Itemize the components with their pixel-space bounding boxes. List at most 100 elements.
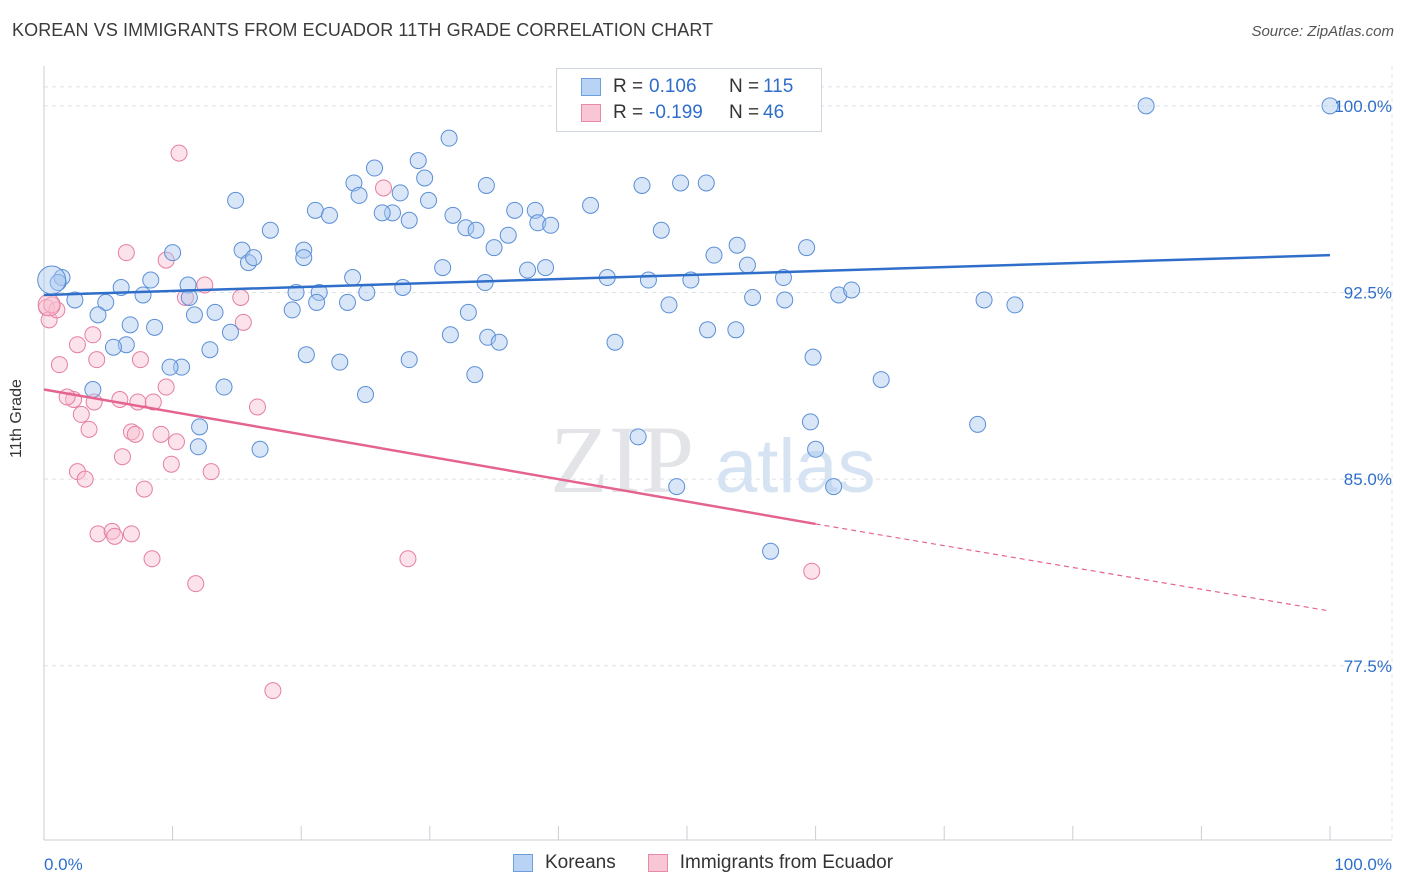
y-tick-label: 85.0% [1344,470,1392,489]
ecuador-point [50,356,68,374]
korean-point [331,353,349,371]
trend-lines [43,253,1331,612]
korean-point [774,269,792,287]
korean-point [49,274,67,292]
korean-point [639,271,657,289]
korean-point [441,326,459,344]
korean-point [969,415,987,433]
legend-item-koreans[interactable]: Koreans [512,852,616,874]
ecuador-point [234,313,252,331]
korean-point [400,211,418,229]
korean-point [457,219,475,237]
ecuador-point [113,448,131,466]
ecuador-point [232,288,250,306]
ecuador-point [126,425,144,443]
korean-point [668,478,686,496]
korean-point [283,301,301,319]
korean-point [295,249,313,267]
korean-point [146,318,164,336]
n-label: N = [729,76,760,97]
korean-point [206,303,224,321]
korean-point [843,281,861,299]
korean-point [420,191,438,209]
legend-item-ecuador[interactable]: Immigrants from Ecuador [647,852,894,874]
korean-point [830,286,848,304]
ecuador-point [803,562,821,580]
ecuador-point [248,398,266,416]
korean-point [526,201,544,219]
legend-row-koreans: R = 0.106 N = 115 [581,75,793,99]
korean-point [221,323,239,341]
korean-point [1321,97,1339,115]
korean-point [84,381,102,399]
korean-point [652,221,670,239]
ecuador-points [37,144,821,700]
korean-point [519,261,537,279]
ecuador-point [170,144,188,162]
korean-point [164,244,182,262]
ecuador-legend-label: Immigrants from Ecuador [679,852,894,873]
y-tick-label: 100.0% [1334,97,1392,116]
korean-point [400,351,418,369]
ecuador-trend-line [43,388,816,526]
ecuador-point [103,522,121,540]
korean-point [227,191,245,209]
korean-point [825,478,843,496]
n-label: N = [729,102,760,123]
koreans-swatch [581,78,601,96]
watermark-atlas: atlas [715,424,876,509]
chart-title: KOREAN VS IMMIGRANTS FROM ECUADOR 11TH G… [12,20,714,40]
korean-point [542,216,560,234]
korean-point [672,174,690,192]
korean-points [37,97,1339,560]
korean-point [798,239,816,257]
korean-point [762,542,780,560]
ecuador-point-cluster [37,293,61,317]
korean-point [727,321,745,339]
r-label: R = [613,76,644,97]
korean-point [185,306,203,324]
korean-point [738,256,756,274]
ecuador-point [131,351,149,369]
korean-point [629,428,647,446]
ecuador-point [68,336,86,354]
ecuador-point [84,326,102,344]
korean-point [350,186,368,204]
korean-point [191,418,209,436]
korean-point [606,333,624,351]
watermark-zip: ZIP [550,406,694,513]
korean-point [477,176,495,194]
korean-point [499,226,517,244]
ecuador-point [106,527,124,545]
korean-point [134,286,152,304]
x-tick-label: 100.0% [1334,855,1392,874]
ecuador-point [76,470,94,488]
korean-point [201,341,219,359]
ecuador-point [399,550,417,568]
ecuador-point [122,525,140,543]
korean-point [104,338,122,356]
tick-labels: 77.5% 85.0% 92.5% 100.0% 0.0% 100.0% [44,97,1392,874]
korean-point [728,236,746,254]
koreans-legend-swatch [512,854,533,872]
ecuador-point [48,301,66,319]
korean-point [485,239,503,257]
y-tick-label: 77.5% [1344,657,1392,676]
korean-point [66,291,84,309]
korean-point [409,152,427,170]
korean-point [239,254,257,272]
korean-point-cluster [37,265,67,295]
korean-point [391,184,409,202]
ecuador-point [88,351,106,369]
korean-point [251,440,269,458]
korean-point [161,358,179,376]
korean-point [142,271,160,289]
series-legend: Koreans Immigrants from Ecuador [0,852,1406,874]
korean-point [173,358,191,376]
korean-point [357,386,374,404]
korean-point [444,206,462,224]
korean-point [345,174,363,192]
korean-trend-line [43,253,1331,297]
ecuador-point [80,420,98,438]
korean-point [582,196,600,214]
